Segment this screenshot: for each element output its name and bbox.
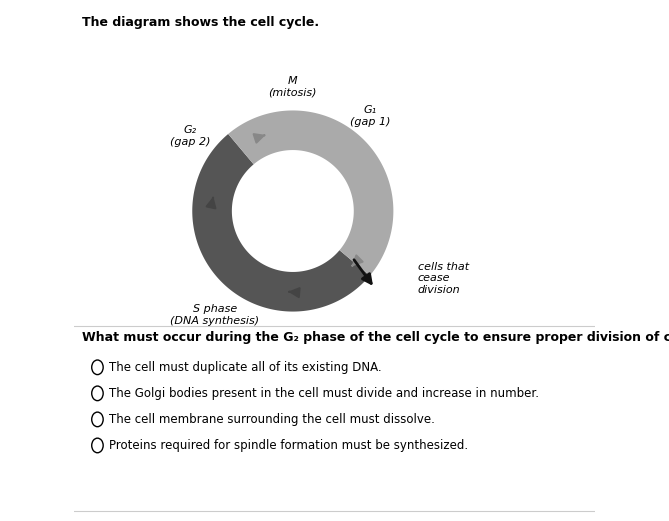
Text: The Golgi bodies present in the cell must divide and increase in number.: The Golgi bodies present in the cell mus… xyxy=(110,387,539,400)
Text: G₂
(gap 2): G₂ (gap 2) xyxy=(170,125,211,147)
Text: The cell membrane surrounding the cell must dissolve.: The cell membrane surrounding the cell m… xyxy=(110,413,436,426)
Text: cells that
cease
division: cells that cease division xyxy=(418,262,469,295)
Text: G₁
(gap 1): G₁ (gap 1) xyxy=(350,105,390,127)
Text: The diagram shows the cell cycle.: The diagram shows the cell cycle. xyxy=(82,16,319,29)
Polygon shape xyxy=(192,134,370,312)
Text: Proteins required for spindle formation must be synthesized.: Proteins required for spindle formation … xyxy=(110,439,468,452)
Text: M
(mitosis): M (mitosis) xyxy=(268,76,317,97)
Text: What must occur during the G₂ phase of the cell cycle to ensure proper division : What must occur during the G₂ phase of t… xyxy=(82,331,669,344)
Polygon shape xyxy=(228,110,393,276)
Text: The cell must duplicate all of its existing DNA.: The cell must duplicate all of its exist… xyxy=(110,361,382,374)
Text: S phase
(DNA synthesis): S phase (DNA synthesis) xyxy=(170,304,260,326)
